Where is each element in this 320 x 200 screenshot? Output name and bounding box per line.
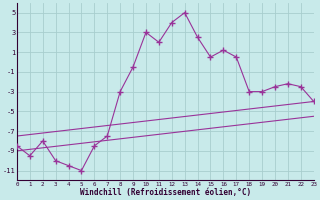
X-axis label: Windchill (Refroidissement éolien,°C): Windchill (Refroidissement éolien,°C) — [80, 188, 251, 197]
